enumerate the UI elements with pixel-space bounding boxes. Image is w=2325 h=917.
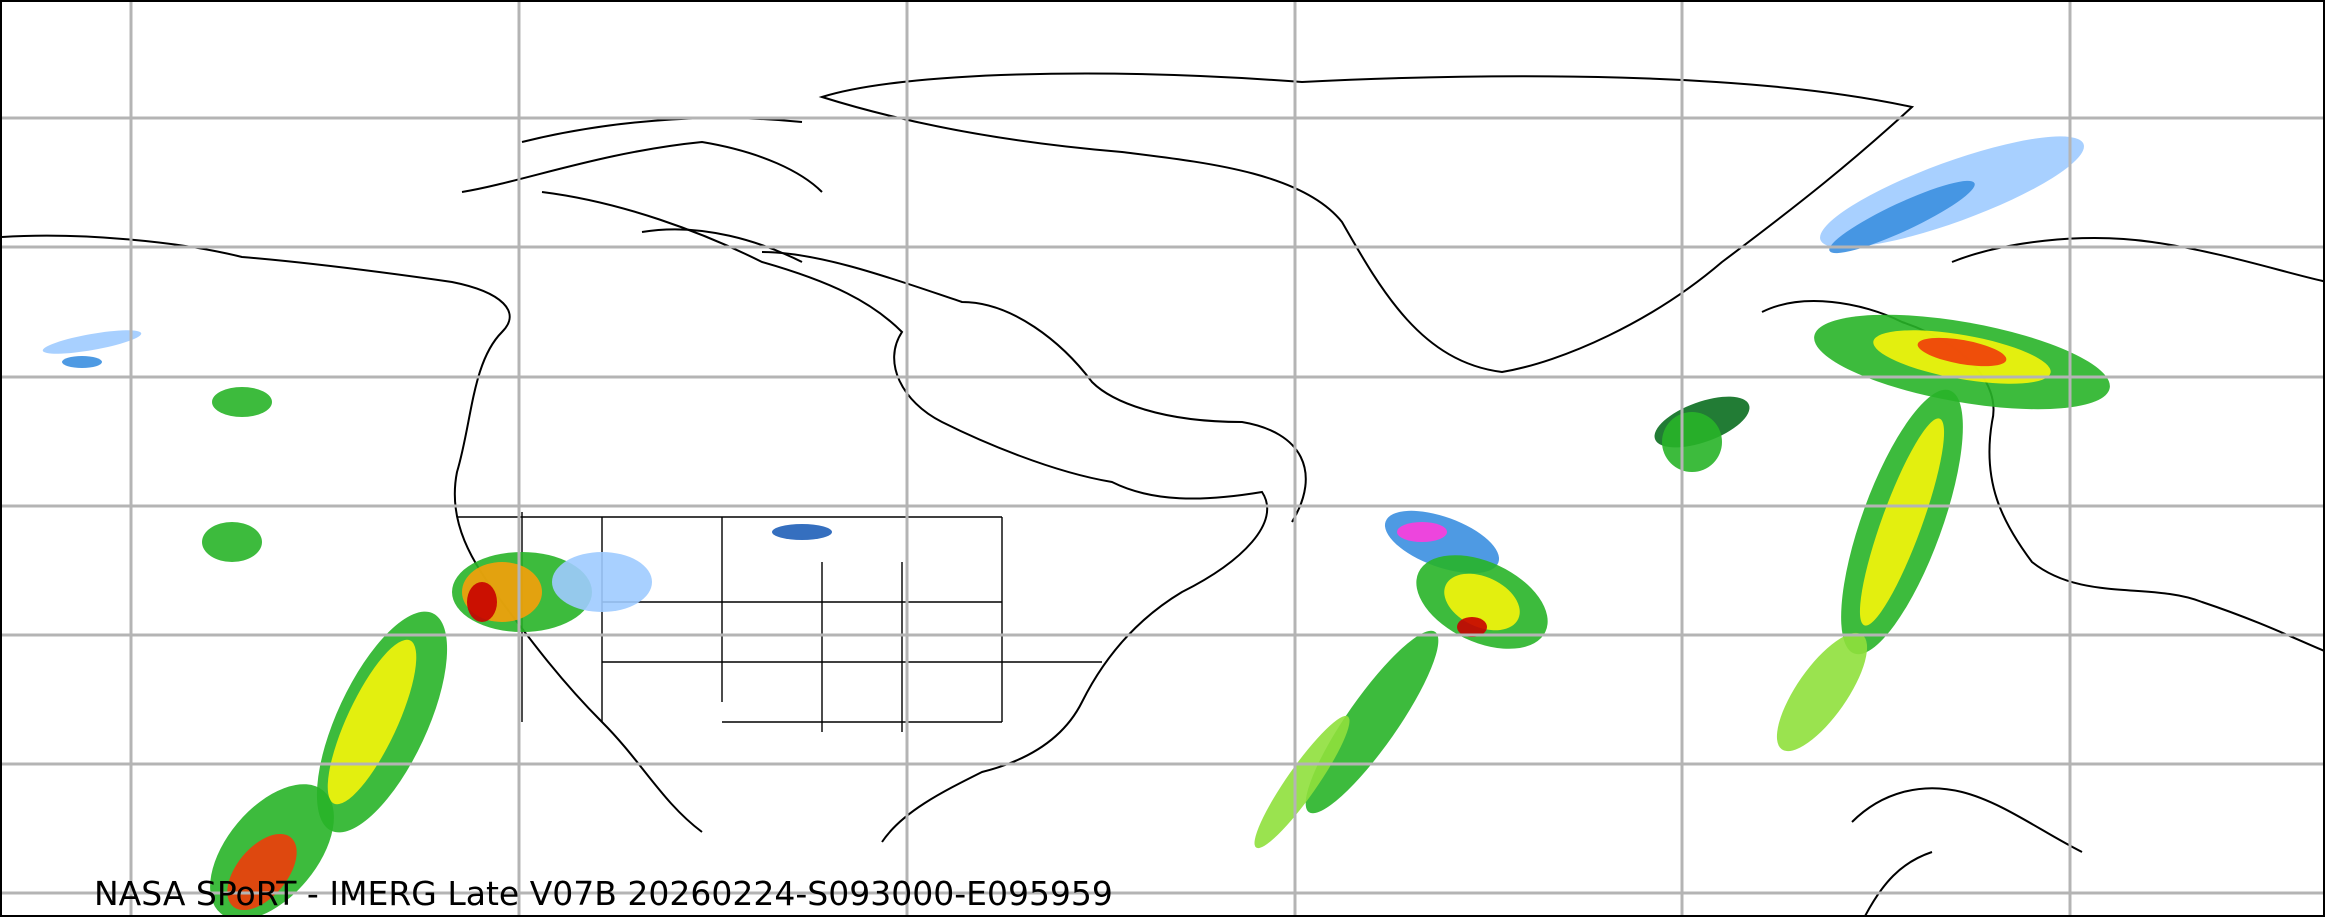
map-caption: NASA SPoRT - IMERG Late V07B 20260224-S0… [94, 874, 1113, 913]
precipitation-area [42, 330, 142, 354]
precipitation-area [1444, 573, 1520, 631]
precipitation-area [202, 522, 262, 562]
greenland-outline [818, 72, 1915, 374]
precipitation-layer [42, 136, 2110, 915]
us-borders [457, 512, 1102, 732]
precipitation-area [467, 582, 497, 622]
precipitation-area [1397, 522, 1447, 542]
precipitation-area [212, 387, 272, 417]
europe-africa-coast [1761, 237, 2323, 915]
precipitation-area [552, 552, 652, 612]
arctic-islands [461, 117, 823, 263]
coastlines [2, 72, 2323, 915]
precipitation-area [1829, 180, 1975, 254]
precipitation-area [1254, 715, 1350, 849]
precipitation-area [1662, 412, 1722, 472]
precipitation-area [227, 833, 297, 911]
precipitation-area [1917, 337, 2007, 367]
precipitation-area [772, 524, 832, 540]
precipitation-area [62, 356, 102, 368]
precipitation-area [1305, 630, 1439, 814]
precipitation-area [1457, 617, 1487, 637]
precipitation-area [1859, 418, 1945, 626]
precipitation-area [1776, 632, 1868, 752]
